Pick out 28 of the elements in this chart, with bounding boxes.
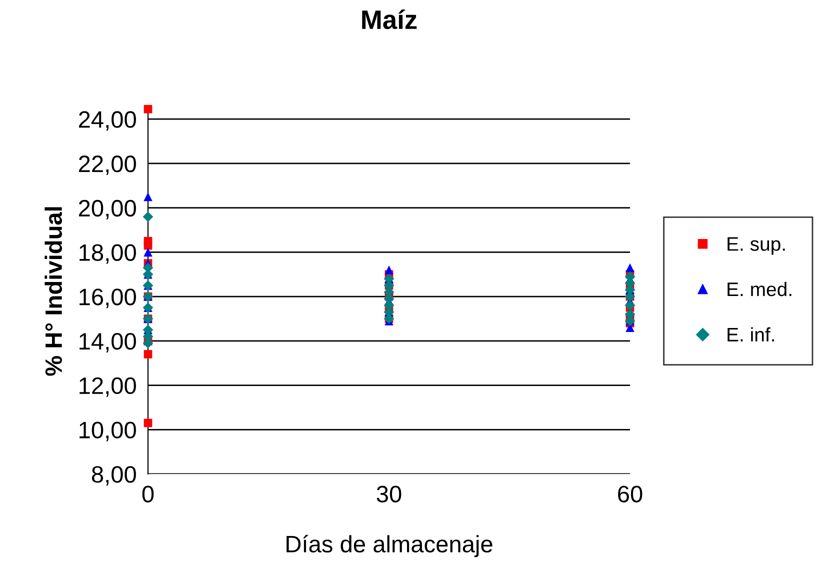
point [144, 241, 152, 250]
y-tick-label: 8,00 [92, 466, 136, 486]
x-axis-title: Días de almacenaje [286, 534, 492, 558]
point [624, 300, 636, 311]
point [626, 263, 634, 272]
y-tick-label: 20,00 [78, 200, 136, 220]
point [142, 211, 154, 222]
y-axis-title: % H° Individual [44, 207, 62, 376]
chart-title: Maíz [362, 9, 417, 30]
y-tick-label: 12,00 [80, 377, 136, 397]
y-tick-label: 18,00 [80, 244, 136, 264]
point [144, 248, 152, 257]
point [384, 266, 394, 274]
y-tick-label: 10,00 [80, 422, 136, 442]
y-tick-label: 16,00 [80, 288, 136, 308]
y-tick-label: 14,00 [80, 332, 136, 352]
x-tick-label: 30 [376, 486, 402, 502]
point [144, 104, 152, 114]
point [144, 350, 152, 358]
x-tick-label: 60 [618, 486, 642, 502]
y-tick-label: 22,00 [78, 156, 136, 176]
point [144, 418, 152, 428]
y-tick-label: 24,00 [78, 111, 136, 131]
legend-label: E. inf. [728, 327, 774, 342]
legend-label: E. sup. [728, 237, 785, 255]
point [144, 192, 152, 202]
x-tick-label: 0 [142, 486, 154, 502]
legend-label: E. med. [728, 282, 792, 296]
